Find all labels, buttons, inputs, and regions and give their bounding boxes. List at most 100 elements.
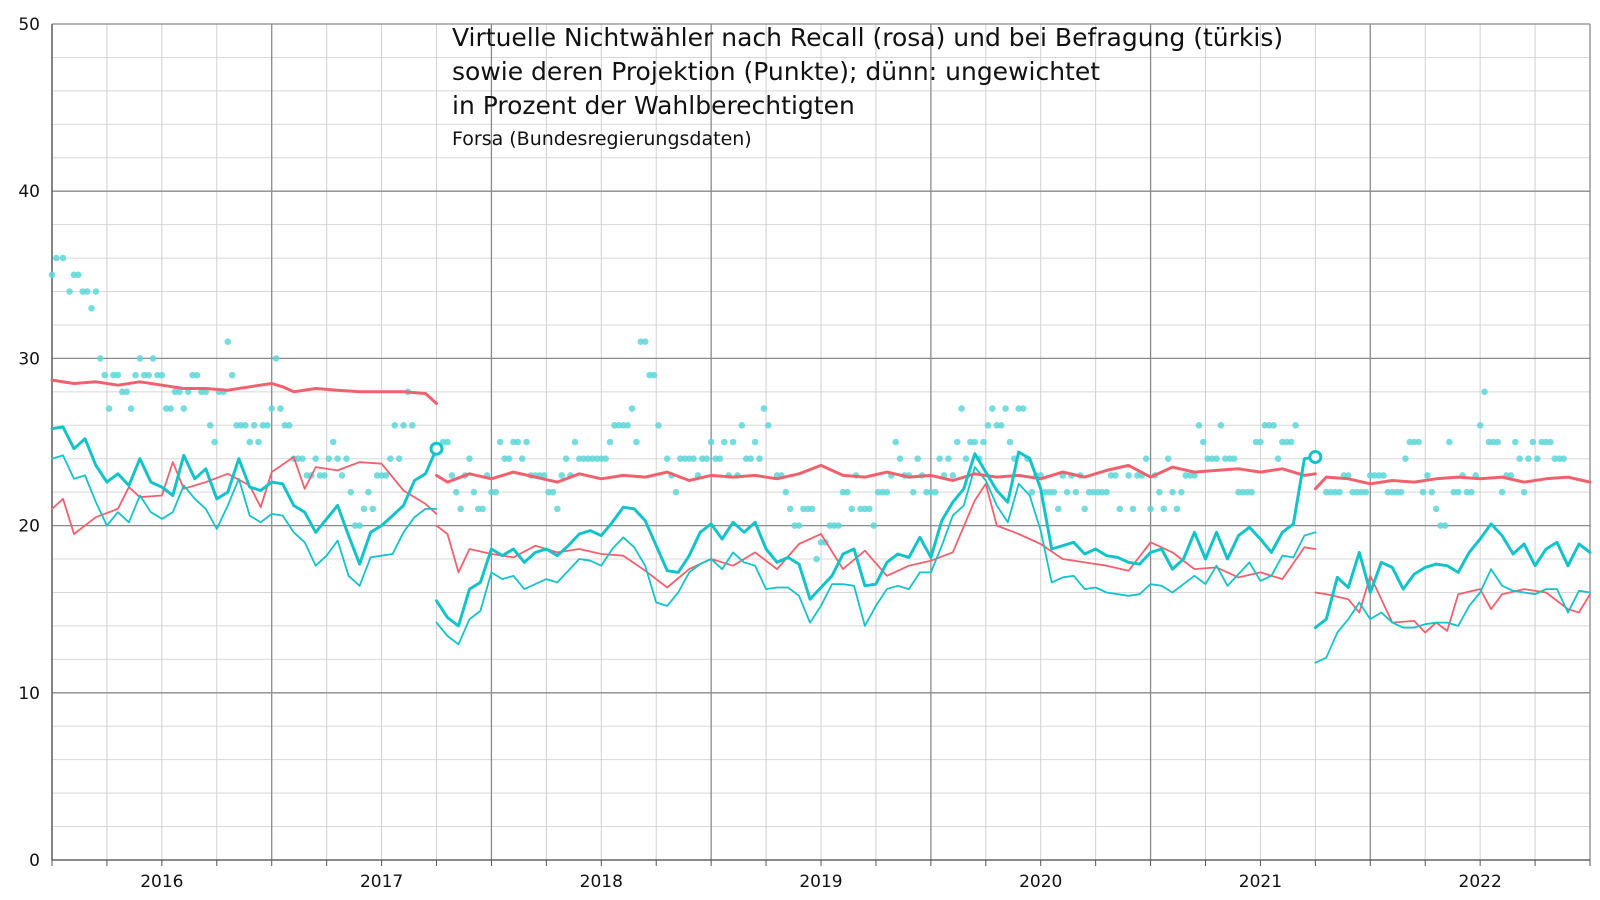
projection-point (707, 438, 715, 446)
projection-point (149, 355, 157, 362)
projection-point (523, 438, 530, 446)
projection-point (246, 438, 254, 446)
projection-point (268, 405, 276, 412)
chart-title-block: Virtuelle Nichtwähler nach Recall (rosa)… (452, 23, 1283, 150)
projection-point (764, 421, 772, 429)
projection-point (795, 522, 803, 529)
projection-point (980, 438, 987, 446)
projection-point (1160, 505, 1168, 513)
projection-point (606, 438, 614, 446)
projection-point (672, 488, 680, 496)
y-tick-label: 20 (18, 517, 40, 537)
series-line-survey-unweighted (51, 454, 438, 587)
projection-point (554, 505, 561, 513)
series-lines (50, 378, 1592, 664)
projection-point (1129, 505, 1137, 513)
projection-point (66, 288, 73, 295)
projection-point (747, 455, 754, 463)
projection-point (329, 438, 337, 446)
projection-point (1525, 455, 1532, 463)
projection-point (1362, 488, 1370, 496)
endpoint-marker (1308, 450, 1323, 465)
series-line-survey-unweighted (1314, 568, 1591, 664)
projection-point (409, 421, 416, 429)
projection-point (312, 455, 319, 463)
series-line-survey-unweighted (435, 466, 1317, 646)
projection-point (97, 355, 104, 362)
projection-point (127, 405, 135, 412)
projection-point (92, 288, 100, 295)
series-line-recall-unweighted (1314, 574, 1591, 634)
projection-point (971, 438, 979, 446)
projection-point (395, 455, 403, 463)
projection-point (650, 371, 658, 379)
projection-point (1402, 455, 1409, 463)
projection-point (655, 421, 662, 429)
projection-point (514, 438, 522, 446)
projection-point (206, 421, 214, 429)
projection-point (549, 488, 557, 496)
projection-point (123, 388, 131, 396)
projection-point (1006, 438, 1014, 446)
projection-point (896, 455, 904, 463)
projection-point (756, 455, 763, 463)
projection-point (1173, 505, 1181, 513)
y-tick-label: 40 (18, 182, 40, 202)
projection-point (1560, 455, 1567, 463)
projection-point (1200, 438, 1207, 446)
projection-point (1446, 438, 1453, 446)
projection-point (285, 421, 293, 429)
chart-subtitle: Forsa (Bundesregierungsdaten) (452, 128, 752, 150)
projection-point (1248, 488, 1255, 496)
projection-point (1345, 472, 1352, 479)
projection-point (1424, 472, 1431, 479)
projection-point (365, 488, 372, 496)
projection-point (1213, 455, 1220, 463)
projection-point (1511, 438, 1519, 446)
series-line-recall-weighted (50, 378, 438, 405)
projection-point (325, 455, 333, 463)
x-tick-label: 2017 (360, 872, 403, 892)
projection-point (914, 455, 921, 463)
projection-point (703, 455, 711, 463)
projection-point (277, 405, 284, 412)
projection-point (242, 421, 249, 429)
projection-point (1380, 472, 1387, 479)
projection-point (835, 522, 842, 529)
projection-point (628, 405, 636, 412)
projection-point (391, 421, 399, 429)
series-line-survey-weighted (1313, 522, 1592, 630)
projection-point (1481, 388, 1488, 396)
projection-point (1142, 455, 1150, 463)
projection-point (1441, 522, 1449, 529)
projection-point (1419, 488, 1427, 496)
projection-point (457, 505, 464, 513)
projection-point (1336, 488, 1343, 496)
projection-point (343, 455, 350, 463)
projection-point (1116, 505, 1124, 513)
projection-point (931, 488, 939, 496)
series-line-recall-weighted (1313, 475, 1592, 491)
projection-point (250, 421, 258, 429)
projection-point (1230, 455, 1238, 463)
projection-point (180, 405, 188, 412)
chart-title-line-2: sowie deren Projektion (Punkte); dünn: u… (452, 57, 1100, 86)
projection-point (571, 438, 579, 446)
projection-point (496, 438, 504, 446)
projection-point (299, 455, 306, 463)
projection-point (360, 505, 368, 513)
projection-points (48, 254, 1567, 563)
projection-point (255, 438, 262, 446)
projection-point (470, 488, 478, 496)
projection-point (193, 371, 201, 379)
projection-point (369, 505, 377, 513)
projection-point (224, 338, 232, 345)
projection-point (738, 421, 746, 429)
projection-point (264, 421, 271, 429)
projection-point (382, 472, 390, 479)
projection-point (624, 421, 631, 429)
projection-point (48, 271, 56, 279)
projection-point (400, 421, 407, 429)
projection-point (211, 438, 218, 446)
